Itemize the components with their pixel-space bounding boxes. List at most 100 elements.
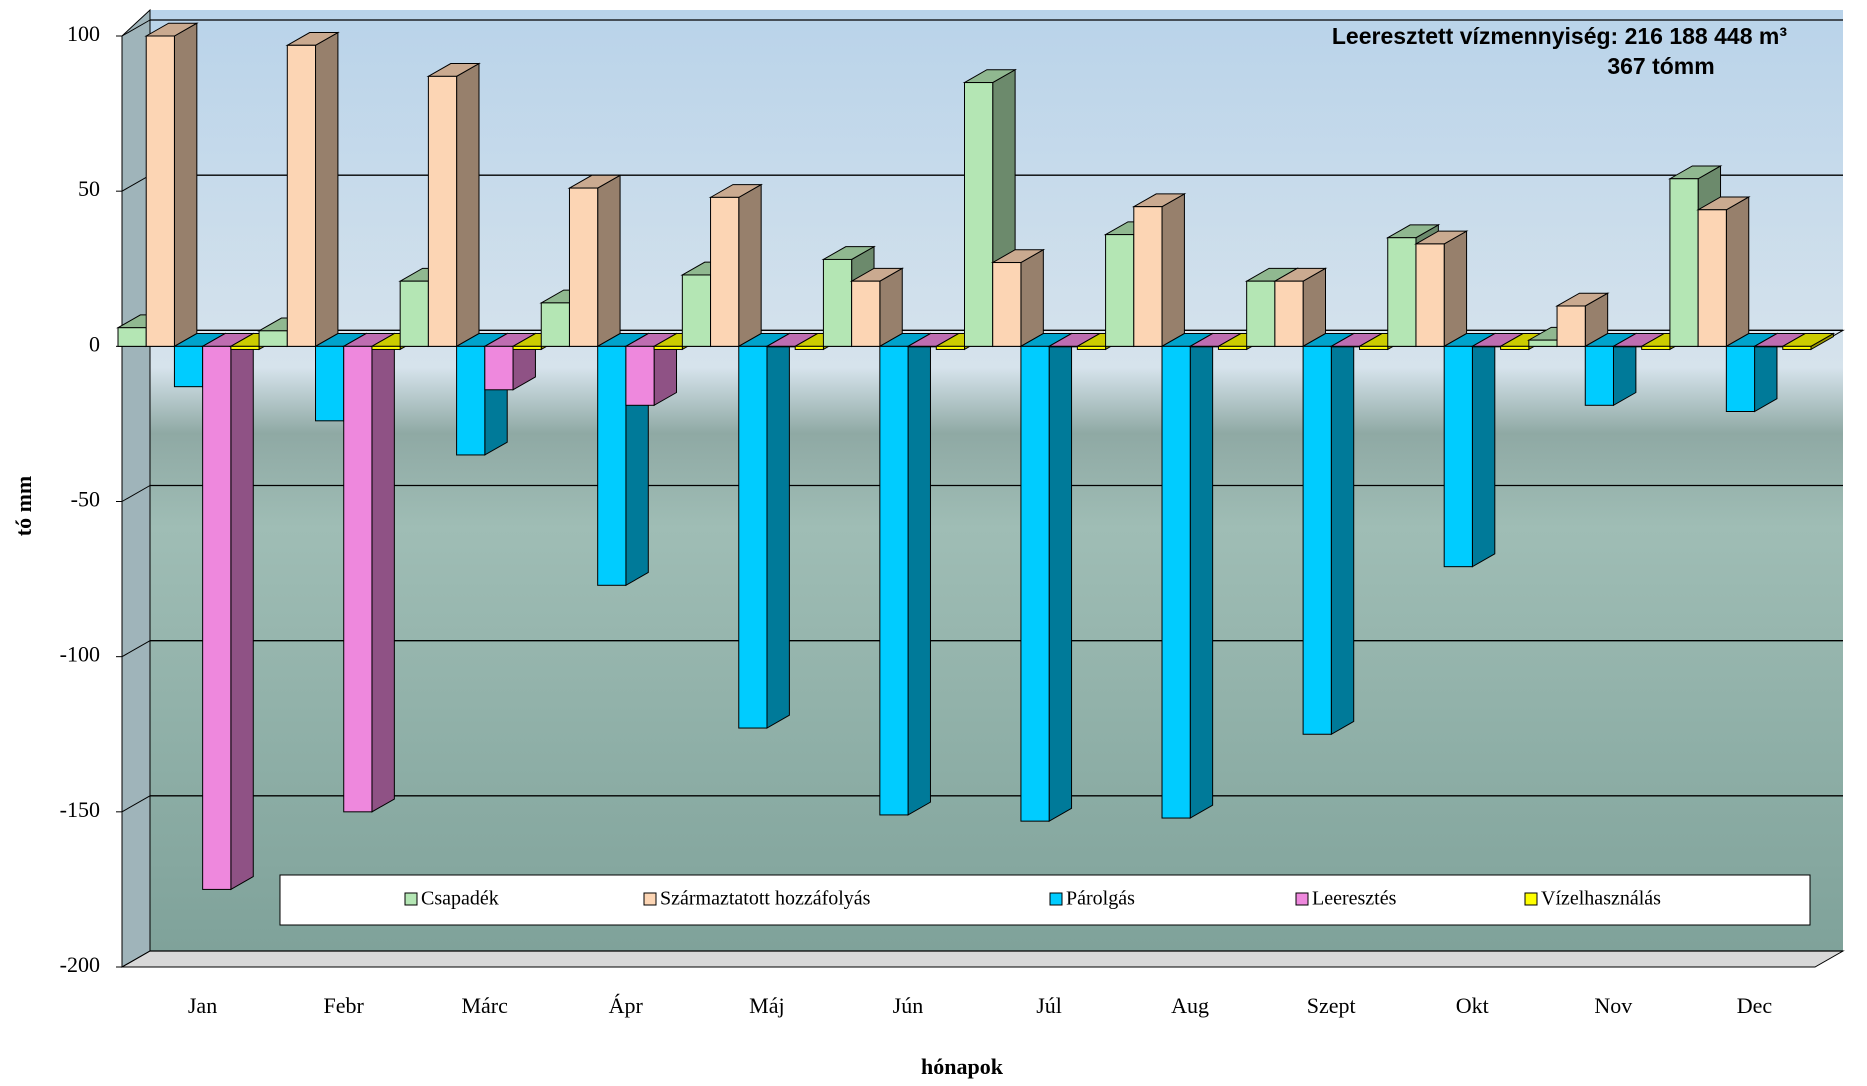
bar <box>1528 339 1558 347</box>
bar-side <box>456 62 480 348</box>
bar-side <box>230 332 254 891</box>
bar <box>258 330 288 347</box>
x-tick-label: Okt <box>1456 993 1489 1018</box>
y-axis-label: tó mm <box>11 476 36 536</box>
bar <box>1641 345 1671 350</box>
bar <box>1302 345 1332 735</box>
legend-label: Vízelhasználás <box>1541 888 1661 910</box>
bar-side <box>173 22 198 348</box>
bars <box>116 22 1836 891</box>
bar <box>230 345 260 350</box>
bar-side <box>371 332 395 813</box>
y-tick-label: -100 <box>60 642 100 667</box>
bar <box>992 262 1022 347</box>
bar-side <box>1189 332 1214 819</box>
bar <box>1387 237 1417 347</box>
grid-line <box>121 950 151 968</box>
bar <box>173 345 204 388</box>
x-tick-label: Aug <box>1171 993 1209 1018</box>
bar <box>907 345 937 348</box>
bar <box>371 345 401 350</box>
annotation: 367 tómm <box>1607 53 1714 79</box>
bar <box>1161 345 1191 819</box>
x-tick-label: Jan <box>188 993 217 1018</box>
y-tick-label: -200 <box>60 952 100 977</box>
bar <box>597 345 627 586</box>
bar <box>1443 345 1473 568</box>
floor <box>120 950 1845 968</box>
legend-swatch <box>1049 892 1063 906</box>
bar-side <box>1443 230 1468 348</box>
bar <box>1105 234 1135 347</box>
bar <box>964 82 994 347</box>
legend-label: Párolgás <box>1066 888 1135 910</box>
bar <box>1556 305 1586 347</box>
bar <box>315 345 345 422</box>
bar <box>484 345 514 391</box>
bar <box>1471 345 1502 348</box>
bar <box>1500 345 1530 350</box>
bar <box>653 345 683 350</box>
bar <box>1754 345 1784 348</box>
legend-label: Származtatott hozzáfolyás <box>660 888 871 910</box>
bar <box>794 345 824 350</box>
bar-side <box>738 183 762 348</box>
grid-line <box>121 640 151 658</box>
bar <box>540 302 570 347</box>
x-tick-label: Jún <box>893 993 924 1018</box>
bar-side <box>1020 248 1044 348</box>
bar <box>202 345 232 890</box>
grid-line <box>121 795 151 813</box>
bar <box>1076 345 1107 350</box>
bar <box>851 280 881 347</box>
y-tick-label: -50 <box>71 487 100 512</box>
bar <box>512 345 542 350</box>
x-tick-label: Dec <box>1737 993 1773 1018</box>
bar <box>1048 345 1078 348</box>
x-tick-label: Szept <box>1307 993 1356 1018</box>
bar-side <box>766 332 790 729</box>
legend <box>279 874 1811 926</box>
grid-line <box>121 485 151 502</box>
bar <box>117 327 147 347</box>
bar <box>1415 243 1445 347</box>
bar <box>1725 345 1756 413</box>
grid-line <box>121 174 151 192</box>
bar <box>1133 206 1163 347</box>
legend-swatch <box>643 892 657 906</box>
x-tick-label: Febr <box>323 993 364 1018</box>
bar <box>879 345 909 816</box>
bar <box>1020 345 1050 822</box>
bar <box>766 345 796 348</box>
bar-side <box>907 332 931 816</box>
y-tick-label: 50 <box>78 176 100 201</box>
bar <box>568 187 599 347</box>
y-tick-label: 0 <box>89 331 100 356</box>
bar <box>456 345 486 456</box>
bar <box>1697 209 1727 347</box>
bar <box>1330 345 1361 348</box>
bar <box>1274 280 1304 347</box>
bar <box>1782 345 1812 350</box>
bar-side <box>315 31 339 348</box>
bar <box>286 44 317 347</box>
x-tick-label: Júl <box>1036 993 1062 1018</box>
bar <box>822 258 853 347</box>
bar-side <box>1471 332 1496 568</box>
annotation: Leeresztett vízmennyiség: 216 188 448 m³ <box>1332 23 1787 49</box>
bar <box>1584 345 1614 406</box>
y-tick-label: 100 <box>67 21 100 46</box>
bar <box>710 196 740 347</box>
bar-side <box>1048 332 1073 823</box>
x-tick-label: Ápr <box>609 993 644 1018</box>
legend-swatch <box>1524 892 1538 906</box>
y-tick-label: -150 <box>60 797 100 822</box>
bar <box>738 345 768 729</box>
x-tick-label: Nov <box>1594 993 1632 1018</box>
bar <box>681 274 712 347</box>
bar <box>1246 280 1276 347</box>
bar-side <box>879 267 903 348</box>
legend-swatch <box>404 892 418 906</box>
bar <box>1217 345 1248 350</box>
